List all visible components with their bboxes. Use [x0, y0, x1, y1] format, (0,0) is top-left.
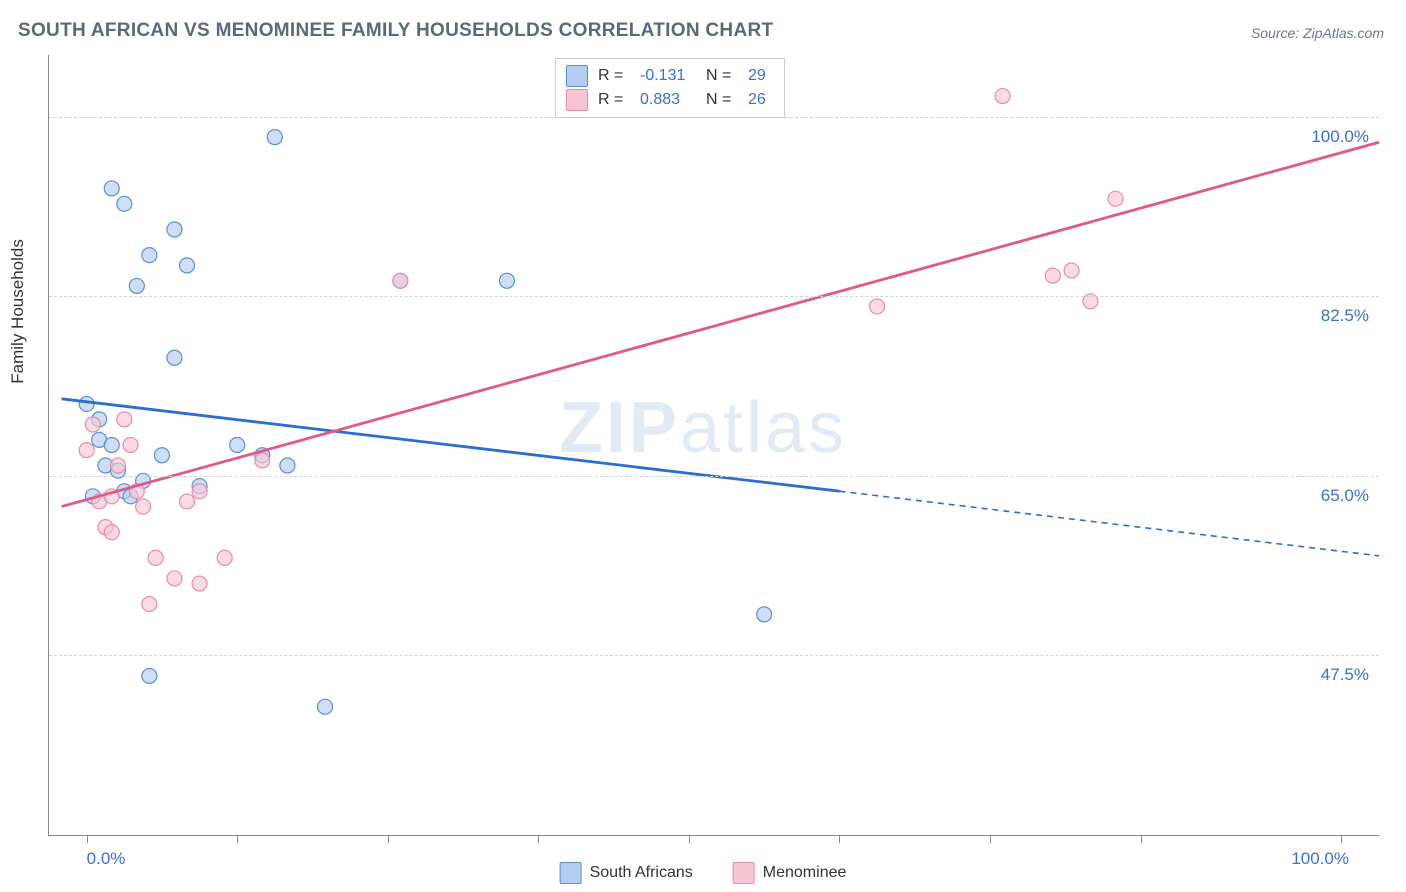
- x-tick: [839, 835, 840, 843]
- x-tick: [538, 835, 539, 843]
- data-point: [123, 438, 138, 453]
- legend-item: Menominee: [733, 862, 847, 884]
- data-point: [995, 89, 1010, 104]
- trend-line-dashed: [839, 491, 1379, 556]
- data-point: [1108, 191, 1123, 206]
- data-point: [136, 499, 151, 514]
- legend-label: South Africans: [590, 864, 693, 882]
- gridline: [49, 476, 1379, 477]
- chart-title: SOUTH AFRICAN VS MENOMINEE FAMILY HOUSEH…: [18, 20, 773, 42]
- data-point: [154, 448, 169, 463]
- data-point: [870, 299, 885, 314]
- x-tick: [388, 835, 389, 843]
- chart-svg: [49, 55, 1379, 835]
- x-tick: [689, 835, 690, 843]
- data-point: [1064, 263, 1079, 278]
- chart-source: Source: ZipAtlas.com: [1251, 25, 1384, 41]
- legend-series: South Africans Menominee: [560, 862, 847, 884]
- x-tick: [990, 835, 991, 843]
- data-point: [192, 576, 207, 591]
- legend-text: -0.131: [640, 67, 696, 85]
- plot-area: 47.5%65.0%82.5%100.0%0.0%100.0%: [48, 55, 1379, 836]
- y-axis-label: Family Households: [8, 239, 28, 384]
- data-point: [192, 484, 207, 499]
- legend-row: R = 0.883 N = 26: [566, 88, 774, 112]
- data-point: [167, 571, 182, 586]
- legend-text: 26: [748, 91, 774, 109]
- data-point: [499, 273, 514, 288]
- data-point: [255, 453, 270, 468]
- data-point: [79, 396, 94, 411]
- legend-correlation: R = -0.131 N = 29 R = 0.883 N = 26: [555, 58, 785, 118]
- data-point: [104, 438, 119, 453]
- data-point: [267, 130, 282, 145]
- data-point: [230, 438, 245, 453]
- data-point: [1045, 268, 1060, 283]
- legend-swatch: [560, 862, 582, 884]
- trend-line: [62, 399, 840, 491]
- data-point: [393, 273, 408, 288]
- data-point: [167, 350, 182, 365]
- data-point: [111, 458, 126, 473]
- data-point: [79, 443, 94, 458]
- legend-swatch: [566, 65, 588, 87]
- trend-line: [62, 142, 1379, 506]
- data-point: [280, 458, 295, 473]
- data-point: [148, 550, 163, 565]
- x-tick: [87, 835, 88, 843]
- legend-text: 29: [748, 67, 774, 85]
- data-point: [167, 222, 182, 237]
- legend-text: 0.883: [640, 91, 696, 109]
- x-tick: [237, 835, 238, 843]
- y-tick-label: 82.5%: [1321, 306, 1369, 326]
- y-tick-label: 47.5%: [1321, 665, 1369, 685]
- legend-swatch: [733, 862, 755, 884]
- legend-text: R =: [598, 67, 630, 85]
- legend-label: Menominee: [763, 864, 847, 882]
- legend-item: South Africans: [560, 862, 693, 884]
- x-tick: [1141, 835, 1142, 843]
- data-point: [757, 607, 772, 622]
- y-tick-label: 100.0%: [1311, 127, 1369, 147]
- data-point: [142, 248, 157, 263]
- legend-text: N =: [706, 91, 738, 109]
- gridline: [49, 296, 1379, 297]
- legend-text: R =: [598, 91, 630, 109]
- data-point: [117, 196, 132, 211]
- data-point: [104, 525, 119, 540]
- data-point: [142, 668, 157, 683]
- x-tick-label: 100.0%: [1291, 849, 1349, 869]
- data-point: [117, 412, 132, 427]
- gridline: [49, 655, 1379, 656]
- data-point: [180, 258, 195, 273]
- y-tick-label: 65.0%: [1321, 486, 1369, 506]
- legend-text: N =: [706, 67, 738, 85]
- legend-swatch: [566, 89, 588, 111]
- legend-row: R = -0.131 N = 29: [566, 64, 774, 88]
- data-point: [180, 494, 195, 509]
- data-point: [129, 278, 144, 293]
- data-point: [217, 550, 232, 565]
- data-point: [85, 417, 100, 432]
- x-tick: [1341, 835, 1342, 843]
- data-point: [318, 699, 333, 714]
- data-point: [142, 597, 157, 612]
- x-tick-label: 0.0%: [87, 849, 126, 869]
- data-point: [104, 181, 119, 196]
